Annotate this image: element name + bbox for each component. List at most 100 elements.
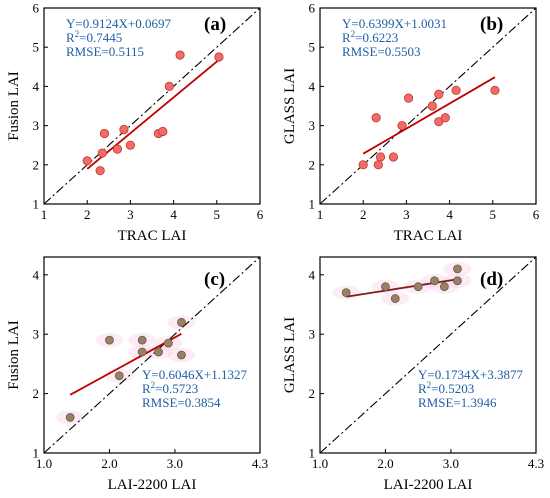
y-tick-label: 4 xyxy=(309,79,316,94)
r-squared-symbol: R xyxy=(418,381,427,396)
y-tick-label: 2 xyxy=(309,157,316,172)
rmse-value: RMSE=0.5115 xyxy=(66,44,144,59)
data-point xyxy=(164,81,174,92)
y-tick-label: 3 xyxy=(33,327,40,342)
data-point xyxy=(137,347,147,357)
data-point xyxy=(341,288,351,298)
data-point xyxy=(177,317,186,327)
regression-equation: Y=0.1734X+3.3877 xyxy=(418,367,523,382)
x-axis-label: LAI-2200 LAI xyxy=(384,477,473,493)
regression-line xyxy=(69,333,182,396)
r-squared: R2=0.7445 xyxy=(66,29,122,45)
y-tick-label: 4 xyxy=(309,267,316,282)
data-point xyxy=(388,152,399,162)
data-point xyxy=(381,282,390,292)
regression-line xyxy=(86,59,220,170)
data-point xyxy=(373,160,383,170)
regression-line xyxy=(362,76,496,155)
data-point xyxy=(390,294,400,303)
x-axis-label: LAI-2200 LAI xyxy=(108,477,197,493)
data-point xyxy=(490,85,500,95)
y-tick-label: 1 xyxy=(309,197,316,212)
regression-equation: Y=0.6046X+1.1327 xyxy=(142,367,247,382)
tick-group: 1 2 3 4 5 6 1 2 3 4 5 6 xyxy=(33,1,264,223)
panel-label: (a) xyxy=(204,14,226,35)
x-tick-label: 1 xyxy=(317,207,324,222)
data-points xyxy=(82,50,224,176)
r-squared: R2=0.6223 xyxy=(342,29,398,45)
data-point xyxy=(427,101,437,111)
data-point xyxy=(97,148,107,158)
y-tick-label: 2 xyxy=(309,386,316,401)
data-point xyxy=(114,371,124,381)
panel-a: 1 2 3 4 5 6 1 2 3 4 5 6 (a) Y=0.9124X+0.0697 R2=0.7… xyxy=(6,1,264,245)
y-tick-label: 5 xyxy=(309,40,316,55)
y-tick-label: 5 xyxy=(33,40,40,55)
x-tick-label: 2.0 xyxy=(377,456,393,471)
x-tick-label: 1 xyxy=(41,207,48,222)
regression-equation: Y=0.9124X+0.0697 xyxy=(66,16,171,31)
data-point xyxy=(154,347,163,357)
data-point xyxy=(397,121,407,131)
y-tick-label: 3 xyxy=(309,118,316,133)
plot-frame xyxy=(43,256,261,454)
r-squared-exponent: 2 xyxy=(75,29,80,39)
data-point xyxy=(430,276,439,286)
data-point xyxy=(82,156,92,166)
x-tick-label: 2 xyxy=(360,207,367,222)
data-points xyxy=(358,85,500,170)
one-to-one-line xyxy=(43,7,261,205)
one-to-one-line xyxy=(319,256,537,454)
x-axis-label: TRAC LAI xyxy=(118,228,187,244)
x-tick-label: 3 xyxy=(127,207,134,222)
y-tick-label: 3 xyxy=(33,118,40,133)
r-squared-value: =0.5723 xyxy=(155,381,198,396)
data-point xyxy=(439,282,449,292)
y-tick-label: 2 xyxy=(33,157,40,172)
y-axis-label: Fusion LAI xyxy=(6,71,22,141)
plot-frame xyxy=(319,7,537,205)
r-squared-symbol: R xyxy=(66,30,75,45)
regression-equation: Y=0.6399X+1.0031 xyxy=(342,16,447,31)
data-point xyxy=(177,350,186,360)
x-tick-label: 4.3 xyxy=(252,456,268,471)
r-squared-value: =0.5203 xyxy=(431,381,474,396)
x-tick-label: 3.0 xyxy=(167,456,183,471)
y-tick-label: 4 xyxy=(33,267,40,282)
data-point xyxy=(99,128,110,139)
r-squared-value: =0.6223 xyxy=(355,30,398,45)
data-points xyxy=(341,264,462,303)
data-point xyxy=(453,276,462,286)
panel-label: (d) xyxy=(480,269,503,290)
x-tick-label: 6 xyxy=(533,207,540,222)
data-point xyxy=(175,50,185,60)
y-tick-label: 1 xyxy=(33,197,40,212)
data-point xyxy=(95,166,105,176)
y-tick-label: 6 xyxy=(33,1,40,16)
x-tick-label: 2 xyxy=(84,207,91,222)
x-axis-label: TRAC LAI xyxy=(394,228,463,244)
highlight-halos xyxy=(332,261,472,306)
x-tick-label: 1.0 xyxy=(36,456,52,471)
y-tick-label: 4 xyxy=(33,79,40,94)
x-tick-label: 6 xyxy=(257,207,264,222)
data-point xyxy=(163,338,173,348)
r-squared: R2=0.5203 xyxy=(418,380,474,396)
rmse-value: RMSE=0.3854 xyxy=(142,395,221,410)
x-tick-label: 3 xyxy=(403,207,410,222)
y-tick-label: 1 xyxy=(33,446,40,461)
x-tick-label: 5 xyxy=(214,207,221,222)
y-tick-label: 3 xyxy=(309,327,316,342)
tick-group: 1.0 2.0 3.0 4.3 1 2 3 4 xyxy=(33,267,269,471)
data-point xyxy=(371,113,381,123)
data-point xyxy=(158,126,168,137)
y-axis-label: GLASS LAI xyxy=(282,317,298,393)
data-point xyxy=(451,85,461,95)
r-squared-symbol: R xyxy=(142,381,151,396)
data-point xyxy=(125,140,135,150)
data-point xyxy=(403,93,414,103)
x-tick-label: 4 xyxy=(170,207,177,222)
panel-label: (c) xyxy=(204,269,225,290)
